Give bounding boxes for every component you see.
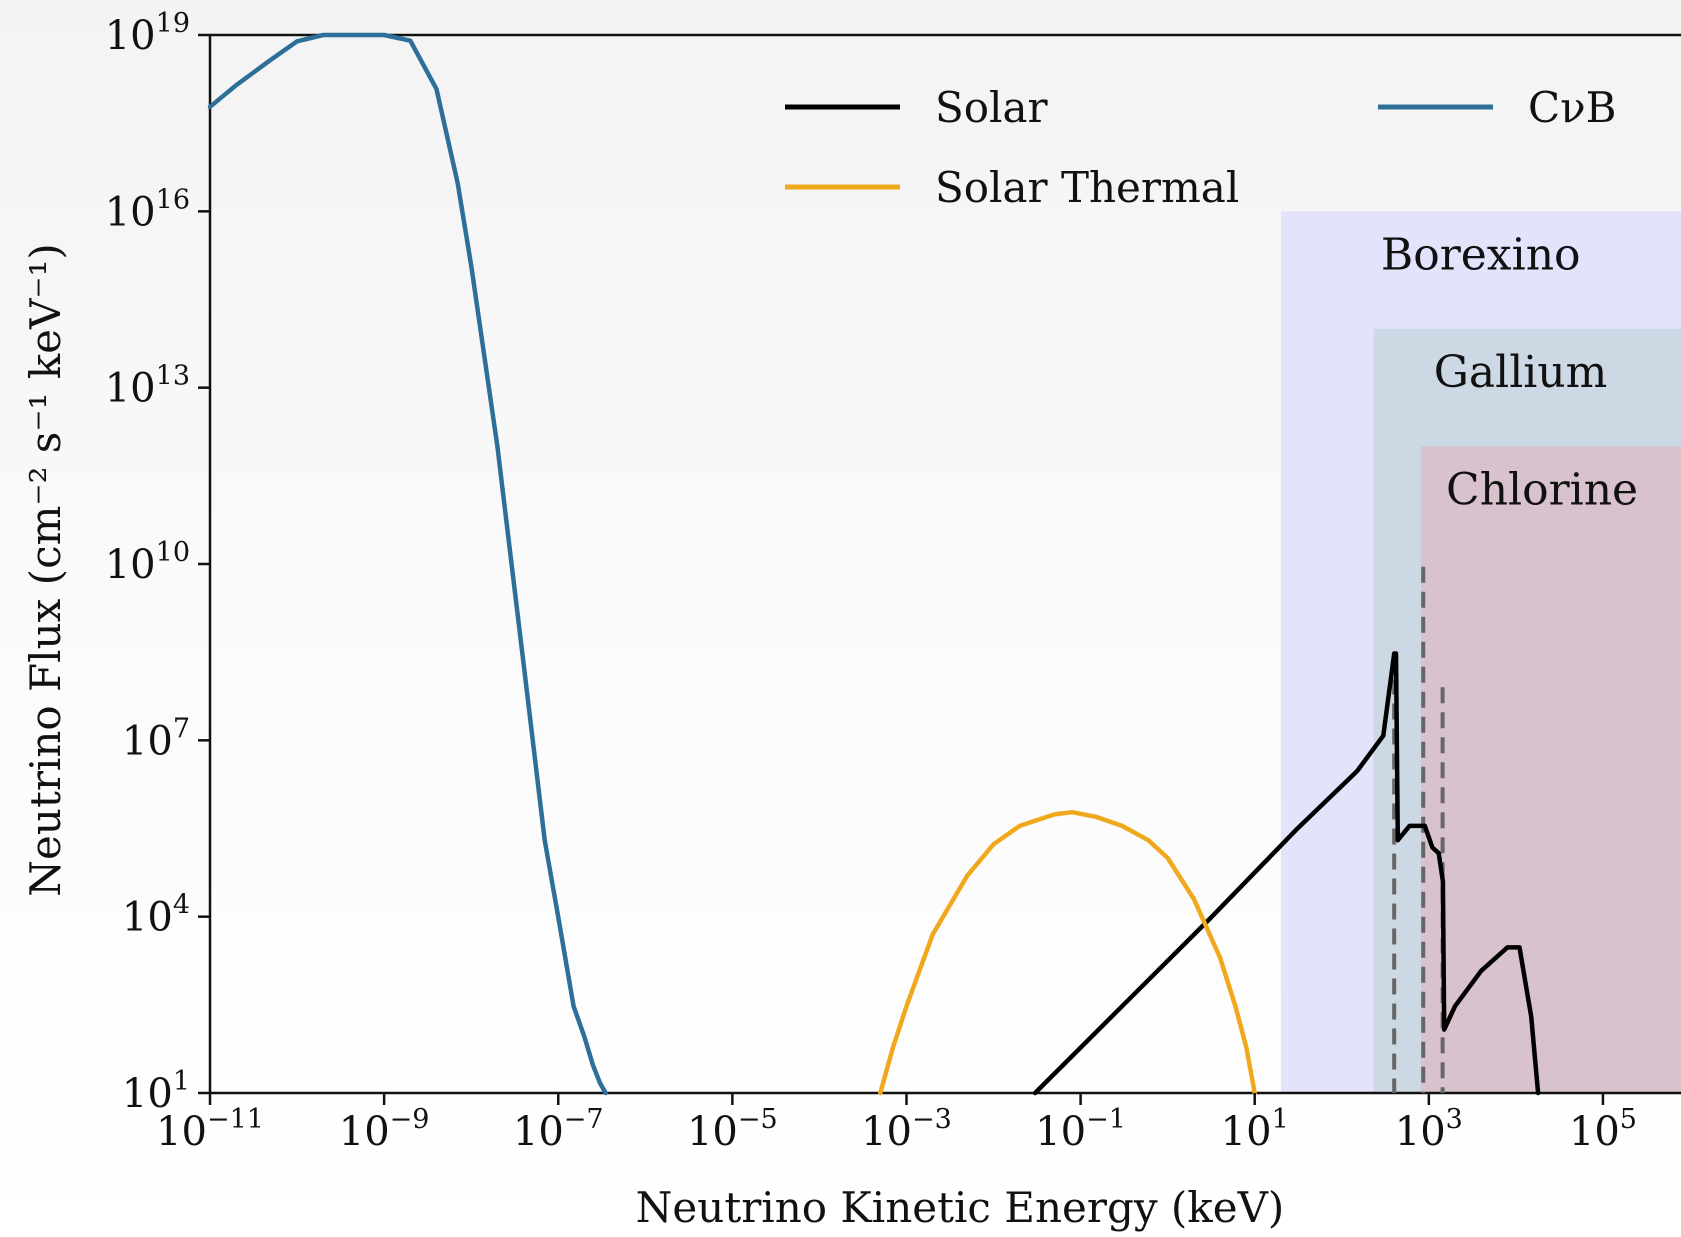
y-axis-label: Neutrino Flux (cm⁻² s⁻¹ keV⁻¹) [21, 243, 70, 896]
x-tick-label: 103 [1395, 1104, 1463, 1155]
y-axis-ticks: 101 104 107 1010 1013 1016 1019 [105, 8, 210, 1117]
x-axis-ticks: 10−11 10−9 10−7 10−5 10−3 10−1 101 103 105 [156, 1093, 1637, 1155]
series-line-c-b [207, 32, 608, 1096]
legend-label-solar-thermal: Solar Thermal [935, 163, 1239, 212]
legend-label-solar: Solar [935, 83, 1049, 132]
y-tick-label: 1016 [105, 184, 190, 235]
region-label-gallium: Gallium [1434, 347, 1608, 398]
y-tick-label: 1013 [105, 361, 190, 412]
x-tick-label: 10−11 [156, 1104, 264, 1155]
y-tick-label: 107 [122, 713, 190, 764]
legend: Solar Solar Thermal CνB [785, 83, 1617, 212]
data-series [207, 32, 1541, 1096]
x-tick-label: 105 [1569, 1104, 1637, 1155]
detector-regions [1280, 211, 1681, 1094]
series-line-solar [1032, 651, 1541, 1096]
region-label-borexino: Borexino [1381, 229, 1581, 280]
series-line-solar-thermal [878, 809, 1257, 1096]
x-tick-label: 101 [1221, 1104, 1289, 1155]
region-chlorine [1421, 446, 1681, 1093]
y-tick-label: 1010 [105, 537, 190, 588]
y-tick-label: 104 [122, 890, 190, 941]
x-tick-label: 10−9 [339, 1104, 430, 1155]
x-tick-label: 10−7 [513, 1104, 604, 1155]
region-label-chlorine: Chlorine [1446, 464, 1638, 515]
region-labels: Borexino Gallium Chlorine [1381, 229, 1638, 515]
x-tick-label: 10−5 [687, 1104, 778, 1155]
x-tick-label: 10−3 [861, 1104, 952, 1155]
y-tick-label: 1019 [105, 8, 190, 59]
x-axis-label: Neutrino Kinetic Energy (keV) [636, 1183, 1285, 1232]
y-tick-label: 101 [122, 1066, 190, 1117]
x-tick-label: 10−1 [1035, 1104, 1126, 1155]
legend-label-c-b: CνB [1528, 83, 1617, 132]
